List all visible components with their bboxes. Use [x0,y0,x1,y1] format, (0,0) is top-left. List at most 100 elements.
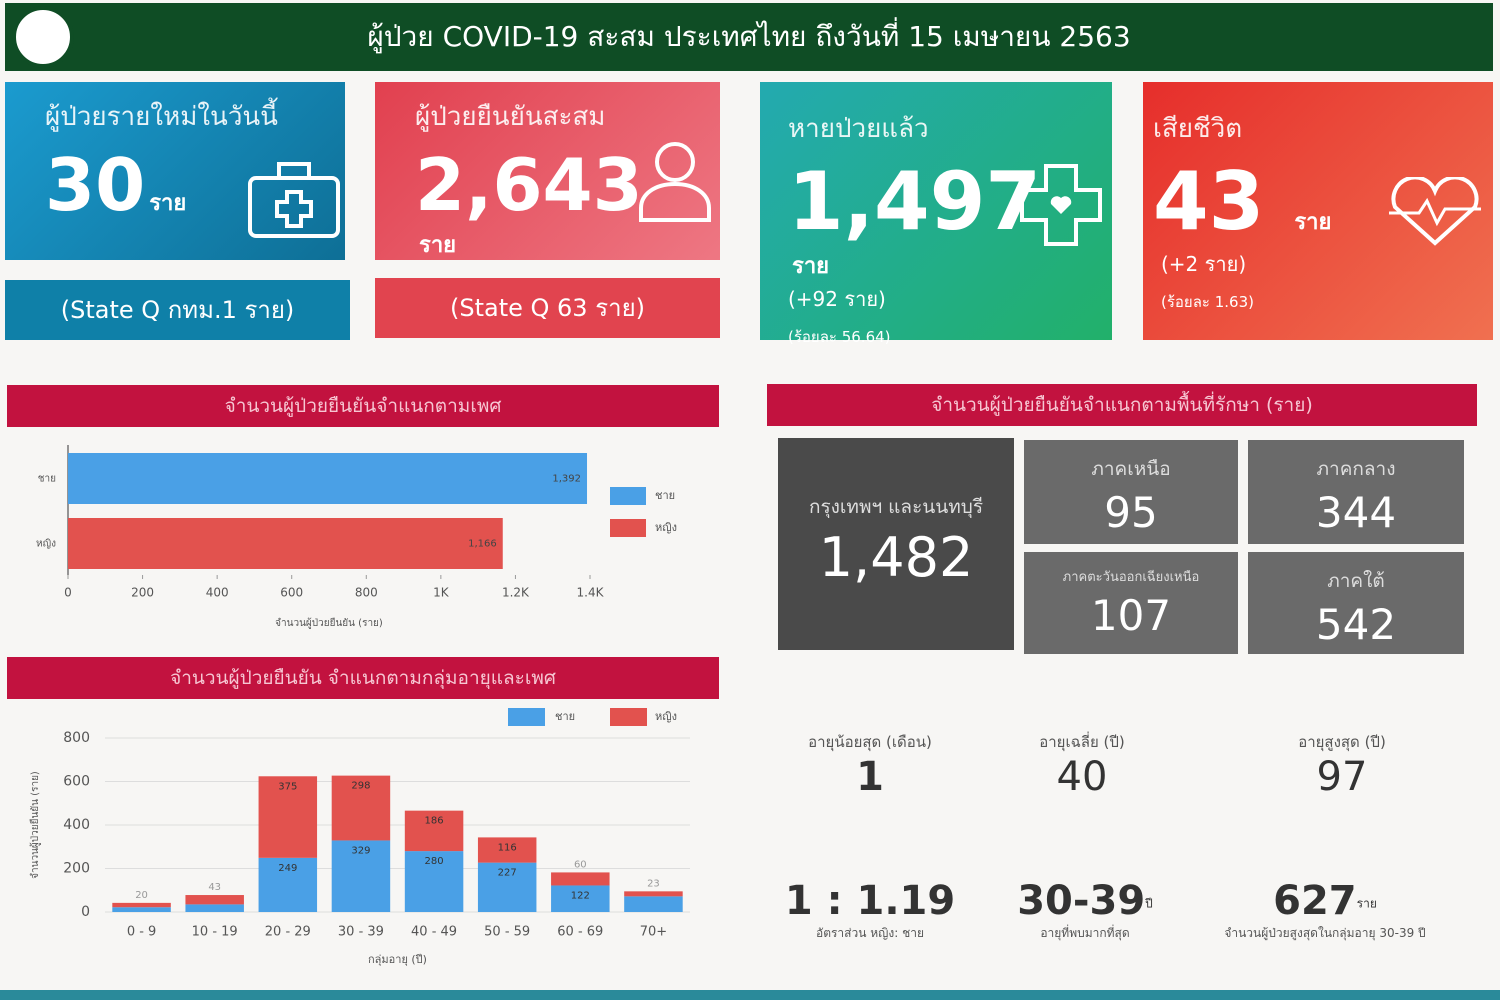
x-tick-label: 0 [64,586,72,600]
stat-value: 30-39 [1017,878,1146,924]
stat-label: อายุน้อยสุด (เดือน) [808,733,932,751]
legend-swatch [508,708,545,726]
section-title: จำนวนผู้ป่วยยืนยันจำแนกตามเพศ [7,385,719,427]
card: เสียชีวิต 43 ราย (+2 ราย) (ร้อยละ 1.63) [1143,82,1493,340]
bar-value-label: 23 [647,878,660,889]
x-axis-label: จำนวนผู้ป่วยยืนยัน (ราย) [275,617,383,629]
icon [1020,164,1102,246]
age-chart: 0 200 400 600 800 จำนวนผู้ป่วยยืนยัน (ราย) กลุ… [29,708,690,966]
region-value: 95 [1104,488,1158,537]
icon [248,162,340,238]
x-tick-label: 1K [433,586,450,600]
region-value: 1,482 [818,526,974,589]
stat: 1 : 1.19 อัตราส่วน หญิง: ชาย [760,878,980,943]
bar-value-label: 329 [351,845,370,856]
bar-value-label: 249 [278,863,297,874]
x-axis-label: กลุ่มอายุ (ปี) [368,953,427,966]
stat-value: 1 [856,754,884,800]
bar-segment [551,885,610,912]
bar-value-label: 280 [425,856,444,867]
legend-label: หญิง [655,521,677,534]
x-tick-label: 1.4K [577,586,605,600]
bar-segment [331,775,391,841]
stat: 30-39ปี อายุที่พบมากที่สุด [985,878,1185,943]
region-box: ภาคใต้ 542 [1248,552,1464,654]
stat-value: 1 : 1.19 [784,878,956,924]
region-name: กรุงเทพฯ และนนทบุรี [808,496,984,518]
stat: อายุสูงสุด (ปี) 97 [1242,730,1442,800]
card-title: หายป่วยแล้ว [788,114,929,144]
x-tick-label: 10 - 19 [192,925,238,940]
header-title: ผู้ป่วย COVID-19 สะสม ประเทศไทย ถึงวันที… [5,3,1493,71]
bar-segment [624,891,683,897]
bar-value-label: 298 [351,781,370,792]
y-tick-label: 0 [81,904,90,920]
x-tick-label: 200 [131,586,154,600]
bar [68,453,588,504]
card: ผู้ป่วยรายใหม่ในวันนี้ 30 ราย [5,82,345,260]
y-tick-label: 800 [63,730,90,746]
bar-segment [404,851,464,912]
card-value: 2,643 [415,143,643,227]
stat-label: อัตราส่วน หญิง: ชาย [815,926,925,940]
bar-segment [477,862,537,912]
stat-label: จำนวนผู้ป่วยสูงสุดในกลุ่มอายุ 30-39 ปี [1224,926,1426,940]
card: หายป่วยแล้ว 1,497 ราย (+92 ราย) (ร้อยละ 5… [760,82,1112,346]
bar-value-label: 60 [574,859,587,870]
stat-value: 97 [1316,754,1368,800]
y-axis-label: จำนวนผู้ป่วยยืนยัน (ราย) [29,771,41,879]
card-value: 30 [45,143,146,227]
stat-label: อายุที่พบมากที่สุด [1040,926,1130,940]
bar-value-label: 186 [425,816,444,827]
gender-chart: 0 200 400 600 800 1K 1.2K 1.4K จำนวนผู้ป่วยยืนยั… [36,445,677,629]
x-tick-label: 1.2K [502,586,530,600]
region-value: 107 [1090,591,1172,640]
bar-segment [404,810,464,852]
legend-label: หญิง [655,710,677,723]
card-unit: ราย [792,254,830,279]
x-tick-label: 400 [206,586,229,600]
x-tick-label: 0 - 9 [127,925,157,940]
x-tick-label: 40 - 49 [411,925,457,940]
region-name: ภาคกลาง [1316,458,1396,480]
x-tick-label: 800 [355,586,378,600]
icon [639,142,711,222]
stat: 627รายจำนวนผู้ป่วยสูงสุดในกลุ่มอายุ 30-3… [1195,878,1455,943]
section-title: จำนวนผู้ป่วยยืนยันจำแนกตามพื้นที่รักษา (… [767,384,1477,426]
stat-value: 627 [1273,878,1357,924]
region-name: ภาคใต้ [1327,570,1385,592]
bar-segment [624,896,683,912]
region-box: ภาคเหนือ 95 [1024,440,1238,544]
bar-value-label: 43 [208,882,221,893]
bar-value-label: 116 [498,842,517,853]
card-value: 1,497 [788,155,1042,248]
legend-label: ชาย [555,710,575,723]
x-tick-label: 50 - 59 [484,925,530,940]
card-note: (State Q กทม.1 ราย) [5,280,350,340]
bar-segment [185,895,244,905]
x-tick-label: 30 - 39 [338,925,384,940]
region-value: 542 [1315,600,1397,649]
icon [1389,177,1481,246]
x-tick-label: 70+ [640,925,667,940]
y-tick-label: 600 [63,774,90,790]
y-tick-label: 200 [63,861,90,877]
card-note: (State Q 63 ราย) [375,278,720,338]
section-title: จำนวนผู้ป่วยยืนยัน จำแนกตามกลุ่มอายุและเ… [7,657,719,699]
card-unit: ราย [149,191,187,216]
bar-value-label: 1,392 [552,474,581,485]
card-note: (ร้อยละ 56.64) [788,328,891,346]
stat-label: อายุเฉลี่ย (ปี) [1039,733,1125,751]
stat-unit: ราย [1356,896,1377,911]
bar-value-label: 375 [278,781,297,792]
card-note: (+2 ราย) [1161,252,1247,276]
bar-segment [112,907,171,912]
legend-swatch [610,519,646,537]
stat: อายุเฉลี่ย (ปี) 40 [982,730,1182,800]
card-unit: ราย [1294,210,1332,235]
card-title: ผู้ป่วยยืนยันสะสม [415,102,606,132]
x-tick-label: 600 [280,586,303,600]
legend-swatch [610,487,646,505]
x-tick-label: 20 - 29 [265,925,311,940]
